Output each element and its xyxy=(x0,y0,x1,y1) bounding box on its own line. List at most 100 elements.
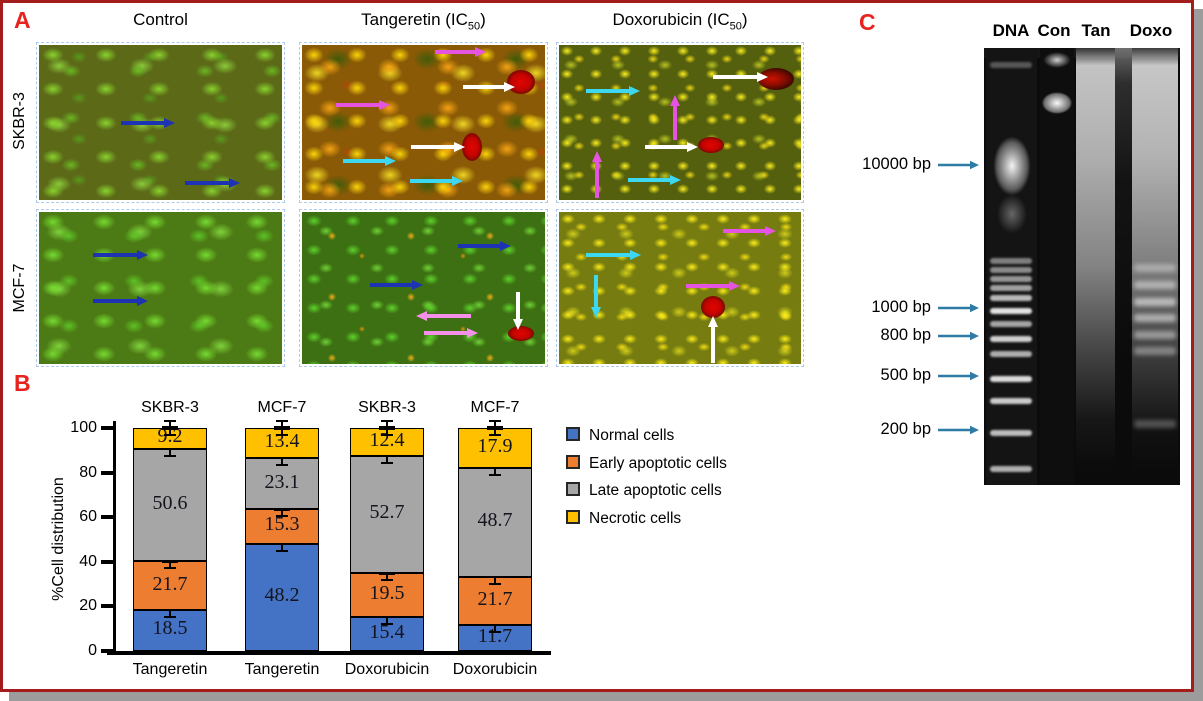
error-bar-cap xyxy=(381,434,393,436)
gel-lane-gap xyxy=(1115,48,1132,485)
gel-ladder-band xyxy=(990,62,1032,68)
gel-ladder-band xyxy=(990,276,1032,282)
legend-swatch xyxy=(566,454,580,469)
error-bar-cap xyxy=(489,582,501,585)
micrograph-doxorubicin-skbr3 xyxy=(556,42,804,203)
header-text: Doxorubicin (IC xyxy=(612,10,730,29)
bp-marker-arrow-icon xyxy=(937,301,981,315)
y-axis-tick xyxy=(101,426,115,430)
error-bar-cap xyxy=(381,420,393,422)
bar-segment xyxy=(458,576,532,625)
gel-ladder-band xyxy=(990,295,1032,301)
bar-segment xyxy=(133,561,207,610)
y-tick-label: 20 xyxy=(79,597,97,615)
legend-item: Early apoptotic cells xyxy=(566,454,766,472)
bar-value-label: 19.5 xyxy=(369,581,405,604)
annotation-arrows-icon xyxy=(586,72,768,198)
y-tick-label: 60 xyxy=(79,508,97,526)
y-axis-tick xyxy=(101,649,115,653)
error-bar-mark xyxy=(379,426,395,430)
panel-c-label: C xyxy=(859,9,876,35)
bp-marker-label: 500 bp xyxy=(880,366,931,384)
error-bar-mark xyxy=(162,426,178,430)
x-axis-category-label: Doxorubicin xyxy=(452,661,538,678)
bar-group-label: SKBR-3 xyxy=(358,399,416,416)
header-subscript: 50 xyxy=(729,20,742,33)
bar-value-label: 12.4 xyxy=(369,428,405,451)
bar-group-label: SKBR-3 xyxy=(141,399,199,416)
gel-fragment-band xyxy=(1134,281,1176,289)
bp-marker-label: 1000 bp xyxy=(871,298,931,316)
bar-segment xyxy=(245,457,319,510)
gel-ladder-band xyxy=(990,336,1032,342)
gel-lane-doxorubicin xyxy=(1132,48,1178,485)
gel-lane-label: Con xyxy=(1037,21,1071,40)
header-text: ) xyxy=(741,10,748,29)
x-axis-category-label: Doxorubicin xyxy=(344,661,430,678)
bar-value-label: 23.1 xyxy=(264,470,300,493)
legend-swatch xyxy=(566,427,580,441)
bar-value-label: 17.9 xyxy=(477,434,513,457)
column-header-doxorubicin: Doxorubicin (IC50) xyxy=(559,10,801,33)
error-bar-mark xyxy=(487,426,503,430)
bar-value-label: 21.7 xyxy=(152,572,188,595)
bar-segment xyxy=(458,467,532,577)
gel-fragment-band xyxy=(1134,298,1176,306)
x-axis-category-label: Tangeretin xyxy=(132,661,208,678)
red-necrotic-cell xyxy=(701,296,725,318)
gel-ladder-band xyxy=(990,351,1032,357)
gel-ladder-band xyxy=(990,398,1032,404)
error-bar-cap xyxy=(164,454,176,457)
error-bar-cap xyxy=(164,615,176,618)
legend-item: Normal cells xyxy=(566,427,766,444)
bar-group-label: MCF-7 xyxy=(470,399,520,416)
gel-ladder-band xyxy=(990,267,1032,273)
error-bar-cap xyxy=(276,420,288,422)
gel-ladder-band xyxy=(990,308,1032,314)
micrograph-doxorubicin-mcf7 xyxy=(556,209,804,367)
bp-marker-label: 10000 bp xyxy=(862,155,931,173)
figure-canvas: A Control Tangeretin (IC50) Doxorubicin … xyxy=(0,0,1194,692)
red-necrotic-cell xyxy=(758,68,794,90)
gel-image xyxy=(984,48,1180,485)
bp-marker-arrow-icon xyxy=(937,158,981,172)
red-necrotic-cell xyxy=(462,133,482,161)
error-bar-cap xyxy=(381,579,393,582)
gel-fragment-band xyxy=(1134,331,1176,339)
bp-marker-arrow-icon xyxy=(937,423,981,437)
column-header-tangeretin: Tangeretin (IC50) xyxy=(302,10,545,33)
gel-fragment-band xyxy=(1134,347,1176,355)
bar-value-label: 15.3 xyxy=(264,513,300,536)
bar-group-label: MCF-7 xyxy=(257,399,307,416)
y-tick-label: 40 xyxy=(79,552,97,570)
header-subscript: 50 xyxy=(467,20,481,33)
bp-marker-arrow-icon xyxy=(937,369,981,383)
bar-value-label: 11.7 xyxy=(477,624,513,647)
red-necrotic-cell xyxy=(698,137,724,153)
error-bar-cap xyxy=(489,434,501,436)
micrograph-control-skbr3 xyxy=(36,42,285,203)
y-tick-label: 80 xyxy=(79,463,97,481)
bar-value-label: 21.7 xyxy=(477,587,513,610)
micrograph-control-mcf7 xyxy=(36,209,285,367)
annotation-arrows-icon xyxy=(336,47,515,186)
stacked-bar-chart: 0 20 40 60 80 100 18.5 21.7 50.6 9.2 SKBR-3 Tangere… xyxy=(3,3,1191,689)
bar-value-label: 52.7 xyxy=(369,501,405,524)
legend-item: Necrotic cells xyxy=(566,510,766,527)
legend-label: Late apoptotic cells xyxy=(589,482,722,500)
gel-lane-label: DNA xyxy=(992,21,1030,40)
gel-ladder-band xyxy=(990,376,1032,382)
gel-fragment-band xyxy=(1134,420,1176,428)
x-axis-category-label: Tangeretin xyxy=(244,661,320,678)
error-bar-cap xyxy=(489,473,501,476)
legend-swatch xyxy=(566,482,580,497)
error-bar-cap xyxy=(276,434,288,436)
y-axis-line xyxy=(113,421,116,655)
y-tick-label: 100 xyxy=(70,419,97,436)
gel-lane-tangeretin xyxy=(1076,48,1115,485)
legend-label: Necrotic cells xyxy=(589,510,682,528)
y-tick-label: 0 xyxy=(88,642,97,659)
header-text: Tangeretin (IC xyxy=(361,10,468,29)
gel-lane-dna-ladder xyxy=(986,48,1037,485)
gel-ladder-band xyxy=(990,430,1032,436)
